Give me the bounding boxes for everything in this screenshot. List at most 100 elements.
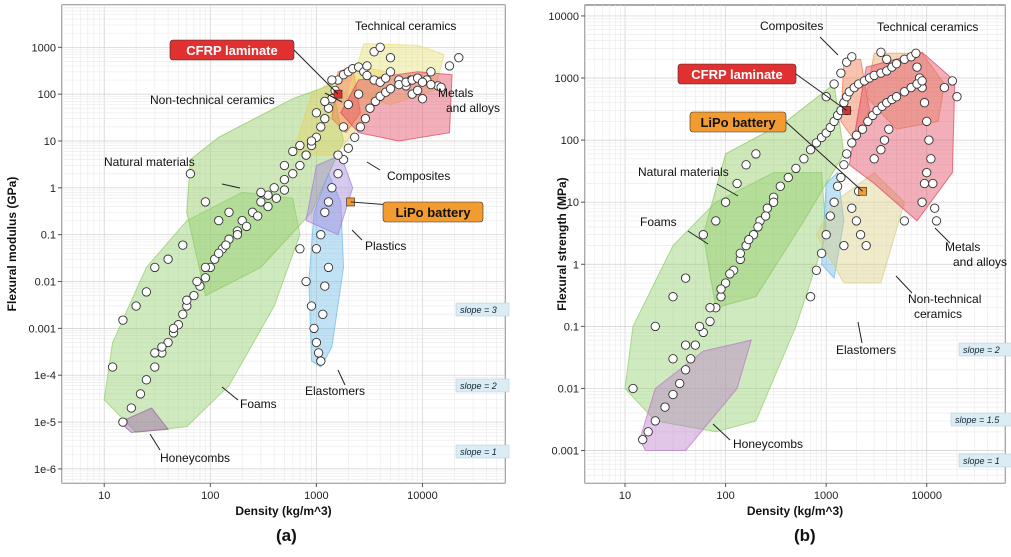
y-tick-label: 0.1 <box>564 321 579 333</box>
data-point <box>353 89 364 99</box>
data-point <box>313 348 324 358</box>
data-point <box>135 389 146 399</box>
label-line: Metals <box>438 86 473 100</box>
region-foams <box>624 172 827 433</box>
data-point <box>735 248 745 258</box>
data-point <box>650 416 660 426</box>
data-point <box>947 76 958 86</box>
grid <box>585 5 1005 483</box>
callout-leader <box>293 49 339 95</box>
data-point <box>279 174 290 185</box>
data-point <box>200 197 211 207</box>
data-point <box>333 169 343 179</box>
data-point <box>316 230 326 240</box>
y-tick-label: 0.001 <box>28 323 56 335</box>
data-point <box>279 185 290 195</box>
data-point <box>768 197 779 207</box>
data-point <box>306 136 317 146</box>
data-point <box>295 244 305 254</box>
data-point <box>454 53 464 63</box>
data-point <box>930 203 940 213</box>
y-tick-label: 0.1 <box>41 230 56 242</box>
x-tick-label: 10 <box>98 490 110 502</box>
data-point <box>182 295 192 305</box>
data-point <box>705 316 715 327</box>
data-point <box>839 160 849 170</box>
data-point <box>436 82 446 92</box>
callout-label: CFRP laminate <box>691 67 783 82</box>
y-axis-title: Flexural modulus (GPa) <box>5 177 19 312</box>
y-tick-label: 10000 <box>548 11 579 23</box>
data-point <box>847 138 857 148</box>
data-point <box>253 211 263 221</box>
data-point <box>365 103 375 113</box>
data-point <box>350 132 360 142</box>
data-point <box>385 67 396 77</box>
data-point <box>799 154 809 164</box>
material-family-label: Non-technical ceramics <box>908 292 981 321</box>
data-point <box>628 383 638 394</box>
callout-badge <box>689 111 787 133</box>
y-tick-label: 1 <box>573 259 579 271</box>
label-leader <box>351 229 363 241</box>
label-line: Non-technical <box>908 292 981 306</box>
data-point <box>417 94 428 104</box>
data-point <box>338 122 349 132</box>
data-point <box>131 301 141 311</box>
data-point <box>126 403 136 413</box>
data-point <box>323 262 334 273</box>
x-tick-label: 10000 <box>911 490 942 502</box>
data-point <box>836 68 846 78</box>
data-point <box>163 254 173 264</box>
label-leader <box>819 36 839 56</box>
y-tick-label: 1e-6 <box>34 464 56 476</box>
data-point <box>847 52 857 62</box>
data-point <box>899 216 910 226</box>
data-point <box>301 276 311 287</box>
material-family-label: Composites <box>760 19 823 33</box>
data-point <box>178 309 188 319</box>
data-point <box>316 356 326 366</box>
material-family-label: Natural materials <box>638 165 729 179</box>
ticks: 10 100 1000 10000 1e-6 1e-5 1e-4 0.001 0.01 0.1 1 1… <box>28 42 437 502</box>
y-tick-label: 0.001 <box>551 446 579 458</box>
data-point <box>911 48 921 58</box>
data-point <box>320 281 330 291</box>
data-point <box>811 265 822 275</box>
material-family-label: Honeycombs <box>160 451 230 465</box>
x-axis-title: Density (kg/m^3) <box>235 504 331 518</box>
x-tick-label: 10000 <box>407 490 438 502</box>
data-point <box>939 82 950 93</box>
data-point <box>157 342 167 352</box>
region-honeycombs <box>118 407 170 433</box>
data-point <box>306 301 317 311</box>
data-point <box>775 181 785 191</box>
y-tick-label: 10 <box>567 197 579 209</box>
data-point <box>783 172 793 183</box>
material-family-label: Foams <box>640 215 677 229</box>
y-tick-label: 100 <box>561 135 579 147</box>
data-point <box>200 273 211 283</box>
data-point <box>271 193 282 203</box>
slope-label: slope = 1 <box>963 456 1000 466</box>
data-point <box>698 230 708 240</box>
label-leader <box>221 183 241 189</box>
data-point <box>650 321 660 332</box>
region-metals-and-alloys <box>848 51 956 222</box>
material-family-label: Foams <box>240 397 277 411</box>
data-point <box>643 427 653 437</box>
y-tick-label: 1000 <box>555 73 579 85</box>
data-point <box>343 99 353 110</box>
callout-leader <box>795 73 847 111</box>
material-family-label: Composites <box>387 169 450 183</box>
data-point <box>919 178 930 189</box>
data-point <box>327 183 337 193</box>
data-point <box>638 434 648 445</box>
data-point <box>753 222 763 232</box>
data-point <box>829 197 839 207</box>
data-point <box>241 221 252 232</box>
data-point <box>869 154 879 164</box>
data-point <box>362 61 372 71</box>
data-point <box>323 197 334 207</box>
material-family-label: Honeycombs <box>733 437 803 451</box>
